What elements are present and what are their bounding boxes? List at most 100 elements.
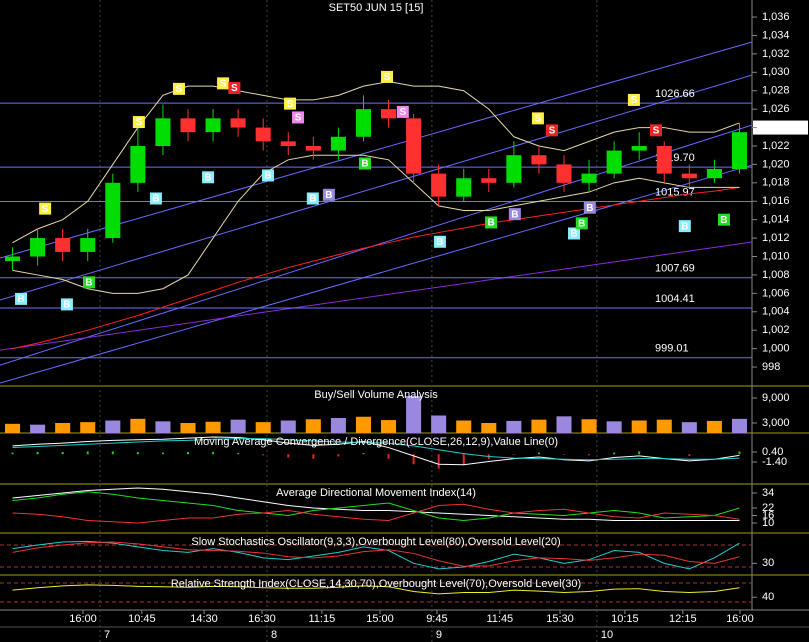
trendline xyxy=(0,74,753,301)
y-tick-label: 1,002 xyxy=(762,324,790,336)
y-tick-label: 1,018 xyxy=(762,177,790,189)
volume-bar xyxy=(205,421,221,433)
candle-body xyxy=(506,155,522,183)
signal-marker xyxy=(717,213,730,226)
candle-body xyxy=(105,182,121,239)
y-tick-label: 1,036 xyxy=(762,11,790,23)
signal-marker xyxy=(202,171,215,184)
volume-bar xyxy=(606,421,622,433)
x-tick-label: 16:00 xyxy=(726,613,754,625)
volume-bar xyxy=(255,422,271,433)
candle-body xyxy=(155,118,171,146)
chart-title: SET50 JUN 15 [15] xyxy=(329,2,424,14)
candle-body xyxy=(481,178,497,183)
level-label: 1026.66 xyxy=(655,88,695,100)
volume-bar xyxy=(30,424,46,433)
signal-label: B xyxy=(361,159,368,170)
volume-bar xyxy=(431,415,447,433)
x-tick-label: 15:00 xyxy=(366,613,394,625)
signal-label: S xyxy=(295,113,302,124)
signal-marker xyxy=(649,124,662,137)
signal-marker xyxy=(575,217,588,230)
y-tick-label: 1,020 xyxy=(762,158,790,170)
y-tick-label: 40 xyxy=(762,591,774,603)
signal-label: S xyxy=(176,84,183,95)
signal-label: B xyxy=(17,294,24,305)
candle-body xyxy=(355,109,371,137)
volume-bar xyxy=(531,419,547,433)
signal-label: S xyxy=(549,125,556,136)
signal-marker xyxy=(172,82,185,95)
volume-bar xyxy=(656,419,672,433)
indicator-line xyxy=(12,541,740,567)
candle-body xyxy=(330,136,346,151)
candle-body xyxy=(456,178,472,197)
x-tick-label: 11:45 xyxy=(486,613,513,625)
candle-body xyxy=(305,145,321,151)
signal-label: B xyxy=(204,172,211,183)
moving-average xyxy=(12,186,740,350)
candle-body xyxy=(531,155,547,165)
indicator-line xyxy=(12,491,740,522)
y-tick-label: 1,006 xyxy=(762,287,790,299)
y-tick-label: 1,016 xyxy=(762,195,790,207)
signal-marker xyxy=(306,192,319,205)
signal-marker xyxy=(284,97,297,110)
level-label: 1004.41 xyxy=(655,293,695,305)
volume-bar xyxy=(581,419,597,433)
x-tick-label: 16:00 xyxy=(69,613,97,625)
candle-body xyxy=(55,238,71,252)
y-tick-label: 30 xyxy=(762,557,774,569)
panel-title: Moving Average Convergence / Divergence(… xyxy=(194,436,558,448)
signal-marker xyxy=(678,220,691,233)
x-tick-label: 16:30 xyxy=(248,613,276,625)
signal-label: S xyxy=(136,117,143,128)
signal-label: B xyxy=(325,190,332,201)
signal-label: S xyxy=(399,107,406,118)
y-tick-label: 0.40 xyxy=(762,446,783,458)
volume-bar xyxy=(381,420,397,433)
volume-bar xyxy=(406,395,422,433)
y-tick-label: 1,028 xyxy=(762,85,790,97)
candle-body xyxy=(205,118,221,133)
panel-title: Average Directional Movement Index(14) xyxy=(276,487,476,499)
volume-bar xyxy=(280,420,296,433)
candle-body xyxy=(381,109,397,119)
y-tick-label: 34 xyxy=(762,487,774,499)
indicator-line xyxy=(12,584,740,595)
candle-body xyxy=(280,141,296,146)
x-tick-label: 11:15 xyxy=(308,613,335,625)
candle-body xyxy=(606,150,622,174)
volume-bar xyxy=(481,423,497,433)
candle-body xyxy=(431,173,447,197)
candle-body xyxy=(180,118,196,133)
signal-label: S xyxy=(384,72,391,83)
signal-label: B xyxy=(63,300,70,311)
signal-marker xyxy=(358,157,371,170)
volume-bar xyxy=(330,418,346,433)
signal-marker xyxy=(261,169,274,182)
candle-body xyxy=(731,132,747,170)
y-tick-label: 1,010 xyxy=(762,250,790,262)
band-lower xyxy=(12,154,740,294)
signal-label: B xyxy=(264,171,271,182)
signal-label: B xyxy=(570,229,577,240)
signal-marker xyxy=(627,93,640,106)
volume-bar xyxy=(681,422,697,433)
candle-body xyxy=(581,173,597,183)
volume-bar xyxy=(130,418,146,433)
y-tick-label: 22 xyxy=(762,502,774,514)
signal-marker xyxy=(583,201,596,214)
x-tick-label: 10:15 xyxy=(611,613,639,625)
day-label: 8 xyxy=(271,629,277,641)
indicator-line xyxy=(12,540,740,570)
y-tick-label: 998 xyxy=(762,361,780,373)
y-tick-label: 1,030 xyxy=(762,66,790,78)
signal-marker xyxy=(396,105,409,118)
candle-body xyxy=(30,238,46,257)
candle-body xyxy=(80,238,96,252)
y-tick-label: 16 xyxy=(762,509,774,521)
x-tick-label: 15:30 xyxy=(546,613,574,625)
volume-bar xyxy=(305,419,321,433)
